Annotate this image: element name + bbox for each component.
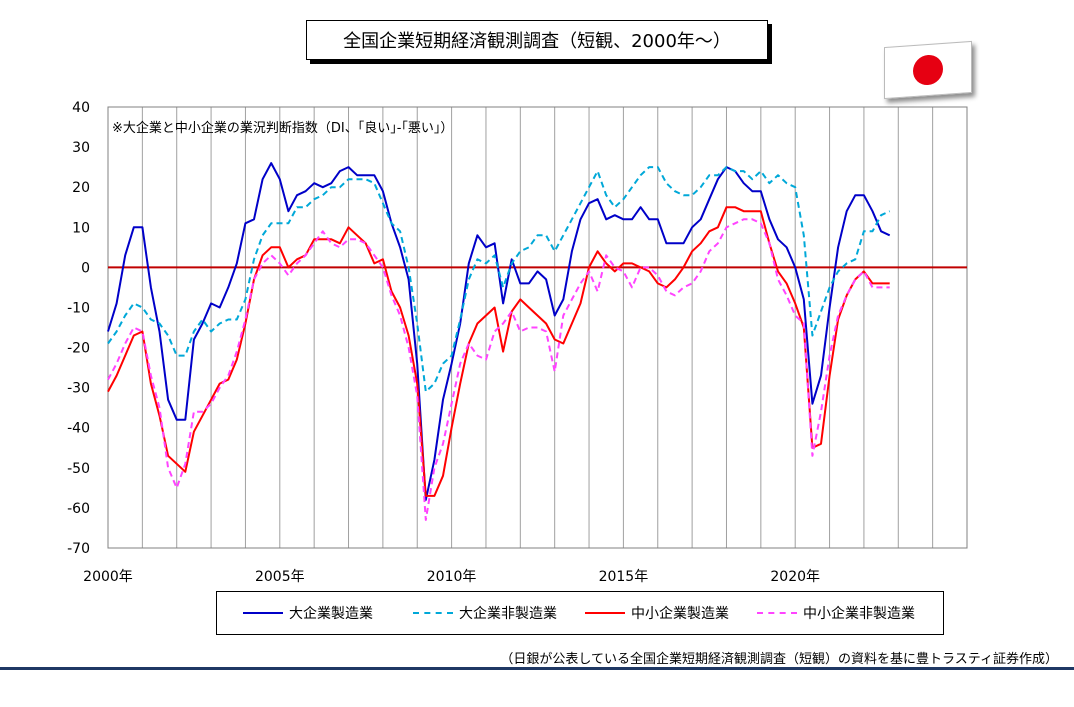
legend-item-large-nonmfg: 大企業非製造業 xyxy=(413,592,557,634)
legend-swatch-small-nonmfg xyxy=(757,612,797,614)
series-line-small_mfg xyxy=(107,206,890,497)
legend-label-small-mfg: 中小企業製造業 xyxy=(631,606,729,622)
source-note: （日銀が公表している全国企業短期経済観測調査（短観）の資料を基に豊トラスティ証券… xyxy=(500,652,1058,667)
series-line-small_nonmfg xyxy=(107,218,890,521)
y-axis-ticks: 40 30 20 10 0 -10 -20 -30 -40 -50 -60 -70 xyxy=(67,100,90,557)
y-tick-label: -10 xyxy=(67,300,90,316)
legend-label-small-nonmfg: 中小企業非製造業 xyxy=(803,606,915,622)
legend-swatch-small-mfg xyxy=(585,612,625,614)
y-tick-label: -50 xyxy=(67,461,90,477)
x-tick-label: 2000年 xyxy=(83,569,133,585)
legend-swatch-large-nonmfg xyxy=(413,612,453,614)
chart-title: 全国企業短期経済観測調査（短観、2000年～） xyxy=(306,20,768,60)
legend-label-large-nonmfg: 大企業非製造業 xyxy=(459,606,557,622)
legend-item-small-nonmfg: 中小企業非製造業 xyxy=(757,592,915,634)
line-chart: 40 30 20 10 0 -10 -20 -30 -40 -50 -60 -70 2000年 2005… xyxy=(67,100,968,585)
x-tick-label: 2020年 xyxy=(770,569,820,585)
legend-swatch-large-mfg xyxy=(243,612,283,614)
y-tick-label: -70 xyxy=(67,541,90,557)
legend-item-large-mfg: 大企業製造業 xyxy=(243,592,373,634)
y-tick-label: -60 xyxy=(67,501,90,517)
x-axis-ticks: 2000年 2005年 2010年 2015年 2020年 xyxy=(83,569,820,585)
x-tick-label: 2015年 xyxy=(599,569,649,585)
legend-label-large-mfg: 大企業製造業 xyxy=(289,606,373,622)
x-tick-label: 2010年 xyxy=(427,569,477,585)
y-tick-label: 10 xyxy=(72,220,90,236)
series-lines xyxy=(107,162,891,521)
y-tick-label: -30 xyxy=(67,381,90,397)
legend: 大企業製造業 大企業非製造業 中小企業製造業 中小企業非製造業 xyxy=(216,591,944,635)
y-tick-label: 40 xyxy=(72,100,90,116)
y-tick-label: 20 xyxy=(72,180,90,196)
grid-lines xyxy=(141,107,934,548)
legend-item-small-mfg: 中小企業製造業 xyxy=(585,592,729,634)
y-tick-label: -40 xyxy=(67,421,90,437)
y-tick-label: 0 xyxy=(81,260,90,276)
x-tick-label: 2005年 xyxy=(255,569,305,585)
y-tick-label: -20 xyxy=(67,341,90,357)
y-tick-label: 30 xyxy=(72,140,90,156)
series-line-large_nonmfg xyxy=(107,166,891,393)
bottom-divider xyxy=(0,667,1074,670)
chart-annotation: ※大企業と中小企業の業況判断指数（DI、｢良い｣-｢悪い｣） xyxy=(112,120,453,136)
plot-area-frame xyxy=(107,106,968,549)
